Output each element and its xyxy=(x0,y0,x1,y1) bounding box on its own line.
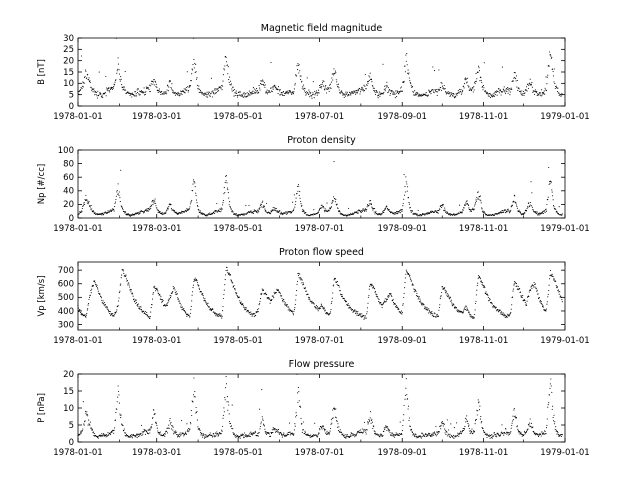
y-axis-label-proton-flow-speed: Vp [km/s] xyxy=(37,275,47,316)
x-tick-label: 1979-01-01 xyxy=(540,112,589,122)
x-tick-label: 1978-03-01 xyxy=(132,112,181,122)
x-tick-label: 1978-11-01 xyxy=(459,448,508,458)
panel-proton-density: Proton density Np [#/cc] 0 20 40 60 80 100 1978-… xyxy=(37,135,590,234)
x-tick-label: 1978-05-01 xyxy=(213,224,262,234)
y-tick-label: 300 xyxy=(58,320,74,330)
x-tick-label: 1978-01-01 xyxy=(53,448,102,458)
scatter-points-proton-flow-speed xyxy=(77,266,563,320)
panel-title-flow-pressure: Flow pressure xyxy=(289,359,355,370)
y-tick-label: 20 xyxy=(63,370,74,380)
x-tick-label: 1978-09-01 xyxy=(378,224,427,234)
panel-title-proton-density: Proton density xyxy=(287,135,356,146)
y-tick-label: 25 xyxy=(63,45,74,55)
y-tick-label: 5 xyxy=(69,90,74,100)
x-tick-label: 1978-03-01 xyxy=(132,448,181,458)
y-tick-label: 400 xyxy=(58,307,74,317)
plot-frame-proton-flow-speed xyxy=(77,261,566,331)
x-tick-label: 1978-01-01 xyxy=(53,224,102,234)
x-tick-label: 1979-01-01 xyxy=(540,224,589,234)
panel-proton-flow-speed: Proton flow speed Vp [km/s] 300 400 500 600 70… xyxy=(37,247,590,346)
y-tick-label: 5 xyxy=(69,421,74,431)
y-axis-label-magnetic-field: B [nT] xyxy=(37,59,47,85)
y-tick-label: 30 xyxy=(63,34,74,44)
y-tick-label: 700 xyxy=(58,266,74,276)
y-tick-label: 0 xyxy=(69,102,74,112)
x-tick-label: 1978-03-01 xyxy=(132,224,181,234)
x-tick-label: 1978-09-01 xyxy=(378,448,427,458)
y-tick-label: 0 xyxy=(69,214,74,224)
x-tick-label: 1978-07-01 xyxy=(295,448,344,458)
x-tick-label: 1979-01-01 xyxy=(540,448,589,458)
x-tick-label: 1978-07-01 xyxy=(295,224,344,234)
x-tick-label: 1978-05-01 xyxy=(213,112,262,122)
x-tick-label: 1978-11-01 xyxy=(459,336,508,346)
x-tick-label: 1978-09-01 xyxy=(378,112,427,122)
y-tick-label: 20 xyxy=(63,56,74,66)
x-tick-label: 1978-05-01 xyxy=(213,448,262,458)
x-tick-label: 1978-03-01 xyxy=(132,336,181,346)
panel-title-magnetic-field: Magnetic field magnitude xyxy=(261,23,383,34)
x-tick-label: 1978-09-01 xyxy=(378,336,427,346)
y-tick-label: 60 xyxy=(63,173,74,183)
scatter-points-proton-density xyxy=(77,161,563,217)
scatter-points-magnetic-field xyxy=(77,37,563,99)
y-tick-label: 20 xyxy=(63,200,74,210)
plot-frame-proton-density xyxy=(77,149,566,219)
x-tick-label: 1978-11-01 xyxy=(459,112,508,122)
x-tick-label: 1978-05-01 xyxy=(213,336,262,346)
y-tick-label: 80 xyxy=(63,159,74,169)
y-tick-label: 500 xyxy=(58,293,74,303)
y-axis-label-flow-pressure: P [nPa] xyxy=(37,393,47,423)
y-axis-label-proton-density: Np [#/cc] xyxy=(37,164,47,204)
x-tick-label: 1978-07-01 xyxy=(295,336,344,346)
x-tick-label: 1978-01-01 xyxy=(53,112,102,122)
y-tick-label: 15 xyxy=(63,68,74,78)
scatter-points-flow-pressure xyxy=(77,373,563,439)
x-tick-label: 1978-11-01 xyxy=(459,224,508,234)
x-tick-label: 1979-01-01 xyxy=(540,336,589,346)
x-tick-label: 1978-07-01 xyxy=(295,112,344,122)
panel-title-proton-flow-speed: Proton flow speed xyxy=(279,247,364,258)
x-tick-label: 1978-01-01 xyxy=(53,336,102,346)
y-tick-label: 0 xyxy=(69,438,74,448)
panel-flow-pressure: Flow pressure P [nPa] 0 5 10 15 20 1978-01-01 19… xyxy=(37,359,590,458)
y-tick-label: 600 xyxy=(58,280,74,290)
y-tick-label: 15 xyxy=(63,387,74,397)
y-tick-label: 10 xyxy=(63,79,74,89)
y-tick-label: 40 xyxy=(63,187,74,197)
y-tick-label: 100 xyxy=(58,146,74,156)
y-tick-label: 10 xyxy=(63,404,74,414)
